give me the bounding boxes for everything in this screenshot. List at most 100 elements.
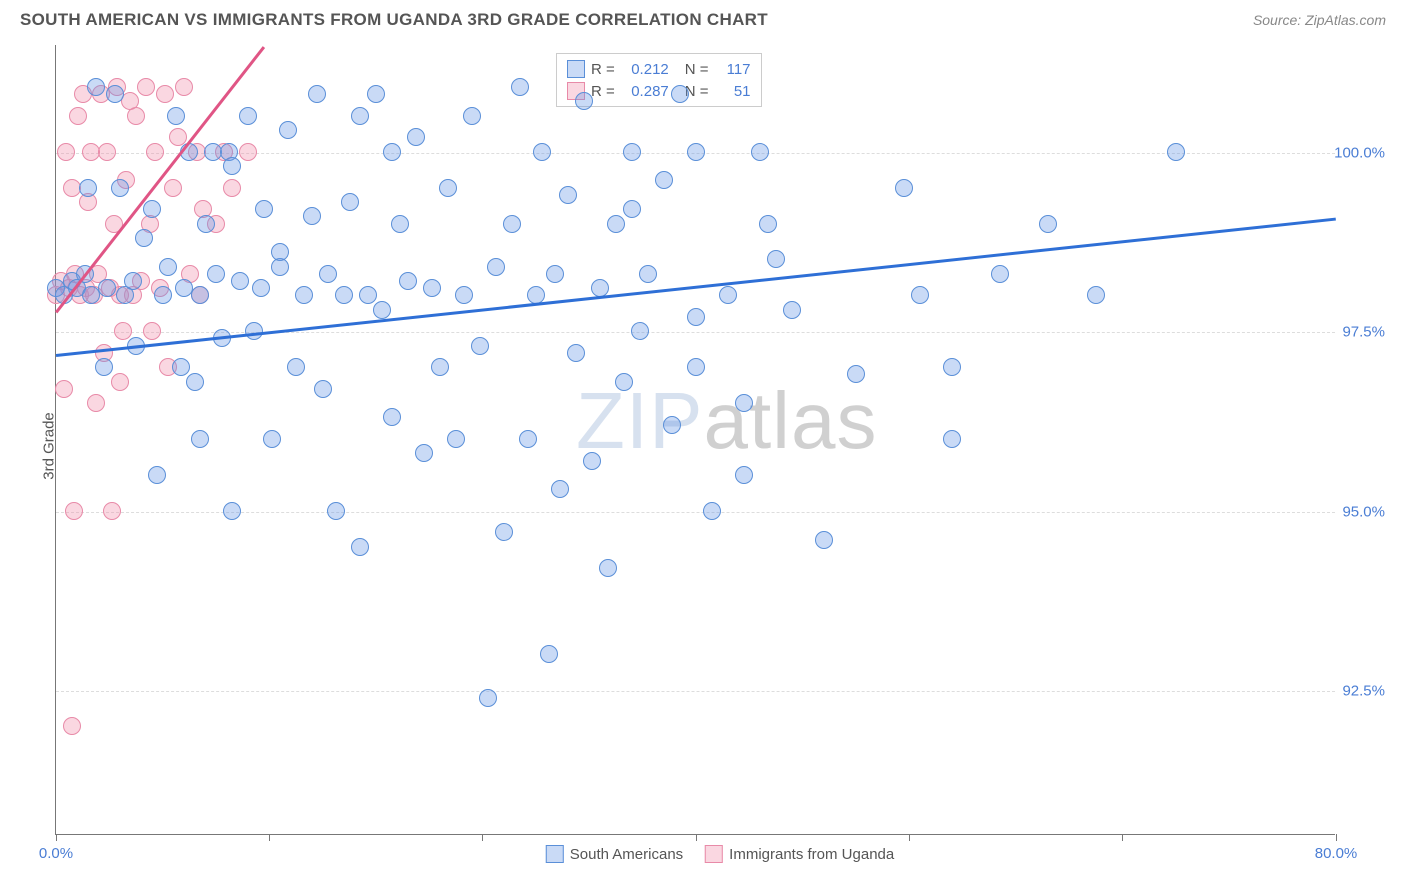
source-label: Source: ZipAtlas.com — [1253, 12, 1386, 28]
x-tick-label: 80.0% — [1315, 845, 1358, 862]
data-point — [55, 380, 73, 398]
data-point — [991, 265, 1009, 283]
data-point — [87, 78, 105, 96]
data-point — [231, 272, 249, 290]
data-point — [487, 258, 505, 276]
data-point — [471, 337, 489, 355]
data-point — [1167, 143, 1185, 161]
data-point — [533, 143, 551, 161]
data-point — [167, 107, 185, 125]
data-point — [65, 502, 83, 520]
chart-container: ZIPatlas R =0.212N =117R =0.287N =51 92.… — [55, 45, 1385, 835]
data-point — [263, 430, 281, 448]
data-point — [103, 502, 121, 520]
data-point — [207, 265, 225, 283]
data-point — [567, 344, 585, 362]
data-point — [623, 143, 641, 161]
data-point — [687, 358, 705, 376]
data-point — [57, 143, 75, 161]
data-point — [111, 373, 129, 391]
data-point — [148, 466, 166, 484]
data-point — [367, 85, 385, 103]
data-point — [223, 502, 241, 520]
data-point — [407, 128, 425, 146]
legend-bottom: South AmericansImmigrants from Uganda — [546, 845, 894, 863]
data-point — [759, 215, 777, 233]
data-point — [495, 523, 513, 541]
data-point — [156, 85, 174, 103]
data-point — [308, 85, 326, 103]
data-point — [599, 559, 617, 577]
y-tick-label: 97.5% — [1342, 324, 1385, 341]
data-point — [911, 286, 929, 304]
y-tick-label: 95.0% — [1342, 503, 1385, 520]
data-point — [415, 444, 433, 462]
data-point — [383, 408, 401, 426]
y-tick-label: 92.5% — [1342, 683, 1385, 700]
data-point — [255, 200, 273, 218]
gridline — [56, 691, 1335, 692]
data-point — [719, 286, 737, 304]
data-point — [511, 78, 529, 96]
data-point — [172, 358, 190, 376]
data-point — [519, 430, 537, 448]
data-point — [671, 85, 689, 103]
data-point — [383, 143, 401, 161]
data-point — [159, 258, 177, 276]
legend-item: Immigrants from Uganda — [705, 845, 894, 863]
data-point — [455, 286, 473, 304]
data-point — [623, 200, 641, 218]
x-tick — [482, 834, 483, 841]
data-point — [223, 157, 241, 175]
data-point — [303, 207, 321, 225]
data-point — [847, 365, 865, 383]
data-point — [655, 171, 673, 189]
data-point — [607, 215, 625, 233]
data-point — [815, 531, 833, 549]
data-point — [373, 301, 391, 319]
plot-area: ZIPatlas R =0.212N =117R =0.287N =51 92.… — [55, 45, 1335, 835]
data-point — [751, 143, 769, 161]
data-point — [540, 645, 558, 663]
data-point — [164, 179, 182, 197]
data-point — [98, 279, 116, 297]
data-point — [154, 286, 172, 304]
data-point — [351, 538, 369, 556]
data-point — [135, 229, 153, 247]
data-point — [191, 430, 209, 448]
data-point — [327, 502, 345, 520]
data-point — [431, 358, 449, 376]
data-point — [137, 78, 155, 96]
data-point — [319, 265, 337, 283]
data-point — [447, 430, 465, 448]
data-point — [69, 107, 87, 125]
x-tick — [696, 834, 697, 841]
data-point — [615, 373, 633, 391]
data-point — [186, 373, 204, 391]
data-point — [1087, 286, 1105, 304]
data-point — [559, 186, 577, 204]
data-point — [663, 416, 681, 434]
legend-row: R =0.287N =51 — [567, 80, 751, 102]
data-point — [783, 301, 801, 319]
data-point — [335, 286, 353, 304]
data-point — [98, 143, 116, 161]
x-tick-label: 0.0% — [39, 845, 73, 862]
data-point — [943, 358, 961, 376]
data-point — [631, 322, 649, 340]
data-point — [503, 215, 521, 233]
data-point — [583, 452, 601, 470]
trend-line — [56, 217, 1336, 356]
data-point — [127, 107, 145, 125]
data-point — [191, 286, 209, 304]
chart-title: SOUTH AMERICAN VS IMMIGRANTS FROM UGANDA… — [20, 10, 768, 30]
data-point — [439, 179, 457, 197]
data-point — [143, 200, 161, 218]
data-point — [767, 250, 785, 268]
x-tick — [909, 834, 910, 841]
data-point — [314, 380, 332, 398]
data-point — [735, 394, 753, 412]
x-tick — [56, 834, 57, 841]
data-point — [639, 265, 657, 283]
data-point — [87, 394, 105, 412]
